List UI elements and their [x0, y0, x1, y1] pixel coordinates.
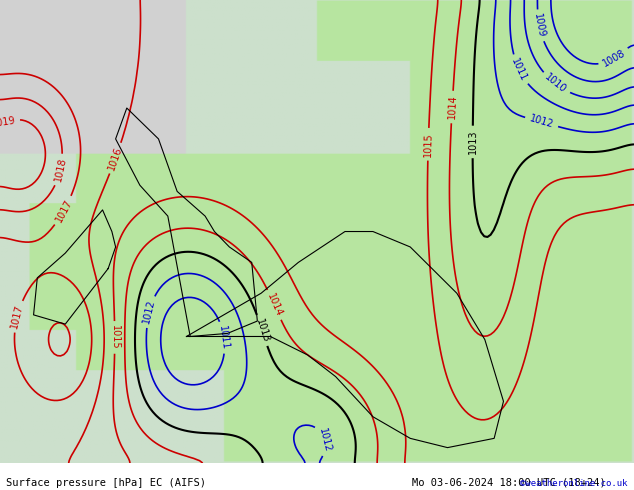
Text: 1012: 1012 [317, 427, 333, 453]
Text: 1013: 1013 [468, 130, 478, 154]
Text: 1009: 1009 [532, 13, 547, 39]
Polygon shape [0, 0, 373, 123]
Text: 1018: 1018 [53, 157, 68, 183]
Text: 1016: 1016 [107, 145, 124, 172]
Text: 1011: 1011 [510, 56, 529, 83]
Text: 1011: 1011 [217, 324, 231, 350]
Polygon shape [0, 0, 299, 247]
Text: 1017: 1017 [10, 303, 25, 330]
Text: 1014: 1014 [446, 95, 458, 120]
Text: ©weatheronline.co.uk: ©weatheronline.co.uk [520, 479, 628, 488]
Text: Surface pressure [hPa] EC (AIFS): Surface pressure [hPa] EC (AIFS) [6, 478, 206, 488]
Text: 1019: 1019 [0, 115, 16, 129]
Text: 1014: 1014 [265, 292, 284, 318]
Text: 1010: 1010 [543, 72, 569, 96]
Text: 1012: 1012 [528, 114, 555, 130]
Text: Mo 03-06-2024 18:00 UTC (18+24): Mo 03-06-2024 18:00 UTC (18+24) [412, 478, 606, 488]
Text: 1015: 1015 [423, 132, 434, 157]
Text: 1015: 1015 [110, 325, 120, 350]
Text: 1012: 1012 [141, 299, 157, 325]
Text: 1017: 1017 [53, 197, 74, 224]
Polygon shape [0, 0, 634, 463]
Text: 1013: 1013 [254, 317, 271, 343]
Text: 1008: 1008 [601, 48, 628, 69]
